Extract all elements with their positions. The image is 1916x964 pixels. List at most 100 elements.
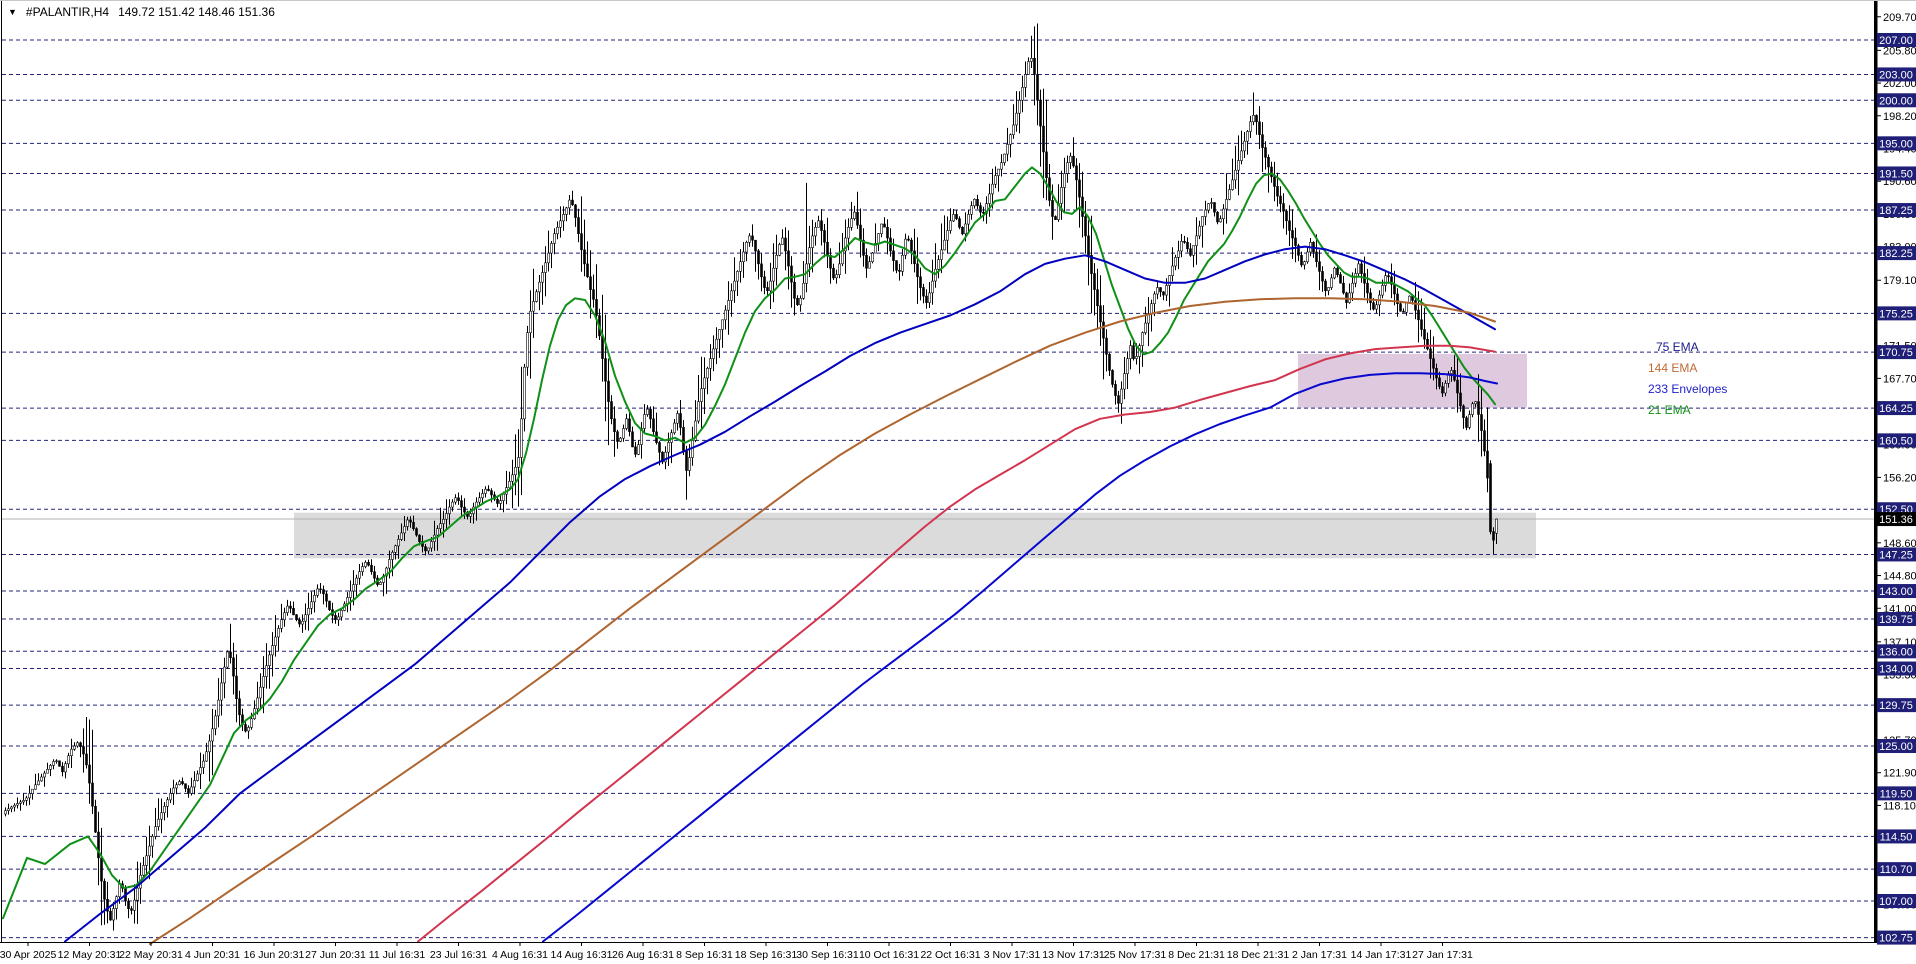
price-level-badge-label: 170.75 — [1879, 347, 1913, 359]
time-tick-label: 30 Sep 16:31 — [796, 949, 859, 961]
time-tick-label: 18 Sep 16:31 — [735, 949, 798, 961]
price-tick-label: 198.20 — [1883, 111, 1916, 123]
time-tick-label: 22 Oct 16:31 — [920, 949, 980, 961]
price-level-badge-label: 139.75 — [1879, 614, 1913, 626]
ema75-line[interactable] — [64, 245, 1496, 943]
price-level-badge — [1877, 203, 1916, 218]
price-level-badge-label: 175.25 — [1879, 308, 1913, 320]
time-tick-label: 26 Aug 16:31 — [612, 949, 674, 961]
price-level-badge-label: 102.75 — [1879, 933, 1913, 945]
price-level-badge — [1877, 547, 1916, 562]
time-tick-label: 11 Jul 16:31 — [369, 949, 426, 961]
time-tick-label: 14 Aug 16:31 — [551, 949, 613, 961]
price-level-badge-label: 114.50 — [1880, 831, 1913, 843]
price-tick-label: 148.60 — [1883, 538, 1916, 550]
price-level-badge — [1877, 33, 1916, 47]
price-level-badge — [1877, 166, 1916, 181]
time-tick-label: 3 Nov 17:31 — [984, 949, 1041, 961]
price-level-badge-label: 134.00 — [1879, 664, 1913, 676]
price-level-badge — [1877, 306, 1916, 321]
current-price-badge — [1877, 512, 1916, 527]
time-tick-label: 27 Jan 17:31 — [1412, 949, 1473, 961]
price-level-badge — [1877, 433, 1916, 448]
price-level-badge-label: 207.00 — [1879, 35, 1913, 47]
price-level-badge-label: 125.00 — [1879, 741, 1913, 753]
price-level-badge — [1877, 584, 1916, 599]
legend-item-21ema[interactable]: 21 EMA — [1648, 403, 1691, 417]
price-level-badge — [1877, 862, 1916, 877]
price-level-badge — [1877, 345, 1916, 360]
ohlc-readout: 149.72 151.42 148.46 151.36 — [118, 5, 275, 19]
ema21-line[interactable] — [2, 166, 1496, 920]
price-level-badge-label: 147.25 — [1879, 549, 1913, 561]
price-level-badge — [1877, 136, 1916, 151]
time-tick-label: 30 Apr 2025 — [0, 949, 56, 961]
price-tick-label: 205.80 — [1883, 45, 1916, 57]
price-level-badge — [1877, 401, 1916, 416]
price-tick-label: 121.90 — [1883, 768, 1916, 780]
price-axis-line — [1874, 1, 1878, 943]
price-level-badge-label: 107.00 — [1879, 896, 1913, 908]
price-level-badge-label: 191.50 — [1879, 168, 1913, 180]
env_upper-line[interactable] — [417, 344, 1496, 943]
candlestick-series — [4, 23, 1498, 931]
time-tick-label: 10 Oct 16:31 — [859, 949, 919, 961]
legend-item-75ema[interactable]: 75 EMA — [1656, 340, 1699, 354]
price-level-badge-label: 110.70 — [1880, 864, 1913, 876]
price-level-badge — [1877, 612, 1916, 627]
time-tick-label: 22 May 20:31 — [119, 949, 183, 961]
price-level-badge-label: 200.00 — [1879, 95, 1913, 107]
time-tick-label: 13 Nov 17:31 — [1042, 949, 1105, 961]
price-tick-label: 118.10 — [1883, 800, 1916, 812]
price-tick-label: 209.70 — [1883, 12, 1916, 24]
price-level-badge — [1877, 93, 1916, 108]
time-tick-label: 14 Jan 17:31 — [1351, 949, 1412, 961]
time-tick-label: 4 Jun 20:31 — [185, 949, 240, 961]
time-tick-label: 12 May 20:31 — [58, 949, 122, 961]
env_lower-line[interactable] — [542, 372, 1498, 943]
price-level-badge-label: 195.00 — [1879, 138, 1913, 150]
price-level-badge-label: 136.00 — [1879, 646, 1913, 658]
price-level-badge-label: 203.00 — [1879, 69, 1913, 81]
time-tick-label: 4 Aug 16:31 — [492, 949, 548, 961]
symbol-dropdown-icon[interactable]: ▼ — [8, 7, 17, 17]
current-price-badge-label: 151.36 — [1879, 514, 1913, 526]
time-tick-label: 8 Dec 21:31 — [1168, 949, 1225, 961]
price-level-badge — [1877, 644, 1916, 659]
price-tick-label: 144.80 — [1883, 571, 1916, 583]
price-level-badge — [1877, 246, 1916, 261]
time-tick-label: 27 Jun 20:31 — [305, 949, 366, 961]
price-level-badge-label: 182.25 — [1879, 248, 1913, 260]
price-level-badge-label: 164.25 — [1879, 403, 1913, 415]
ema144-line[interactable] — [149, 297, 1496, 945]
price-level-badge-label: 119.50 — [1880, 788, 1913, 800]
price-level-badge — [1877, 930, 1916, 945]
price-level-badge — [1877, 786, 1916, 801]
price-tick-label: 156.20 — [1883, 472, 1916, 484]
price-level-badge — [1877, 698, 1916, 713]
price-level-badge — [1877, 661, 1916, 676]
legend-item-233envelopes[interactable]: 233 Envelopes — [1648, 382, 1728, 396]
price-level-badge-label: 143.00 — [1879, 586, 1913, 598]
price-level-badge — [1877, 894, 1916, 908]
time-tick-label: 2 Jan 17:31 — [1292, 949, 1347, 961]
indicator-legend: 75 EMA 144 EMA 233 Envelopes 21 EMA — [1648, 337, 1727, 421]
time-tick-label: 18 Dec 21:31 — [1227, 949, 1290, 961]
time-tick-label: 16 Jun 20:31 — [244, 949, 305, 961]
price-tick-label: 167.70 — [1883, 373, 1916, 385]
price-level-badge-label: 160.50 — [1879, 435, 1913, 447]
time-tick-label: 25 Nov 17:31 — [1104, 949, 1167, 961]
price-level-badge-label: 187.25 — [1879, 205, 1913, 217]
time-tick-label: 23 Jul 16:31 — [430, 949, 487, 961]
legend-item-144ema[interactable]: 144 EMA — [1648, 361, 1698, 375]
price-tick-label: 179.10 — [1883, 275, 1916, 287]
price-level-badge — [1877, 829, 1916, 844]
price-level-badge — [1877, 739, 1916, 754]
price-level-badge — [1877, 67, 1916, 82]
chart-titlebar: ▼ #PALANTIR,H4 149.72 151.42 148.46 151.… — [8, 5, 275, 19]
symbol-title: #PALANTIR,H4 — [25, 5, 110, 19]
price-level-badge-label: 129.75 — [1879, 700, 1913, 712]
time-tick-label: 8 Sep 16:31 — [676, 949, 733, 961]
